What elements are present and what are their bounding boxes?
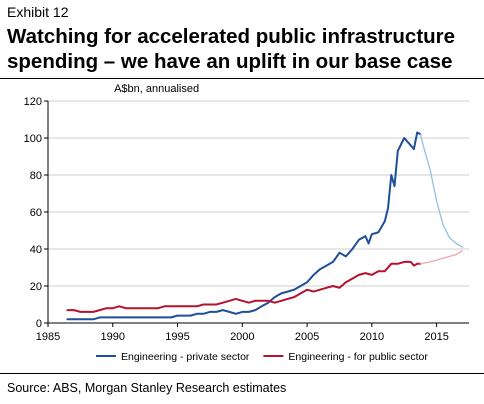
x-tick-label-1985: 1985 bbox=[36, 331, 60, 343]
x-tick-label-2000: 2000 bbox=[230, 331, 254, 343]
bottom-divider bbox=[0, 373, 484, 374]
top-divider bbox=[0, 78, 484, 79]
y-tick-label-100: 100 bbox=[24, 133, 42, 145]
y-tick-label-80: 80 bbox=[30, 170, 42, 182]
chart-title-line-2: spending – we have an uplift in our base… bbox=[7, 50, 453, 73]
x-tick-label-2010: 2010 bbox=[360, 331, 384, 343]
series-line-1 bbox=[66, 260, 422, 313]
x-tick-label-2005: 2005 bbox=[295, 331, 319, 343]
y-tick-label-20: 20 bbox=[30, 281, 42, 293]
chart-title-line-1: Watching for accelerated public infrastr… bbox=[7, 25, 456, 48]
legend-label-0: Engineering - private sector bbox=[121, 351, 250, 363]
exhibit-label: Exhibit 12 bbox=[7, 4, 69, 20]
y-tick-label-60: 60 bbox=[30, 207, 42, 219]
series-line-0 bbox=[66, 131, 422, 321]
series-line-3 bbox=[419, 250, 464, 265]
x-tick-label-2015: 2015 bbox=[424, 331, 448, 343]
y-tick-label-40: 40 bbox=[30, 244, 42, 256]
chart-title: Watching for accelerated public infrastr… bbox=[7, 24, 477, 74]
series-line-2 bbox=[419, 133, 464, 248]
source-note: Source: ABS, Morgan Stanley Research est… bbox=[7, 381, 287, 395]
line-chart: A$bn, annualised 0 20 40 60 80 100 120 1985 1990 1… bbox=[24, 83, 469, 363]
legend-label-1: Engineering - for public sector bbox=[288, 351, 428, 363]
x-tick-label-1995: 1995 bbox=[165, 331, 189, 343]
y-tick-label-0: 0 bbox=[36, 318, 42, 330]
x-tick-label-1990: 1990 bbox=[101, 331, 125, 343]
y-tick-label-120: 120 bbox=[24, 96, 42, 108]
y-axis-label: A$bn, annualised bbox=[114, 83, 199, 95]
